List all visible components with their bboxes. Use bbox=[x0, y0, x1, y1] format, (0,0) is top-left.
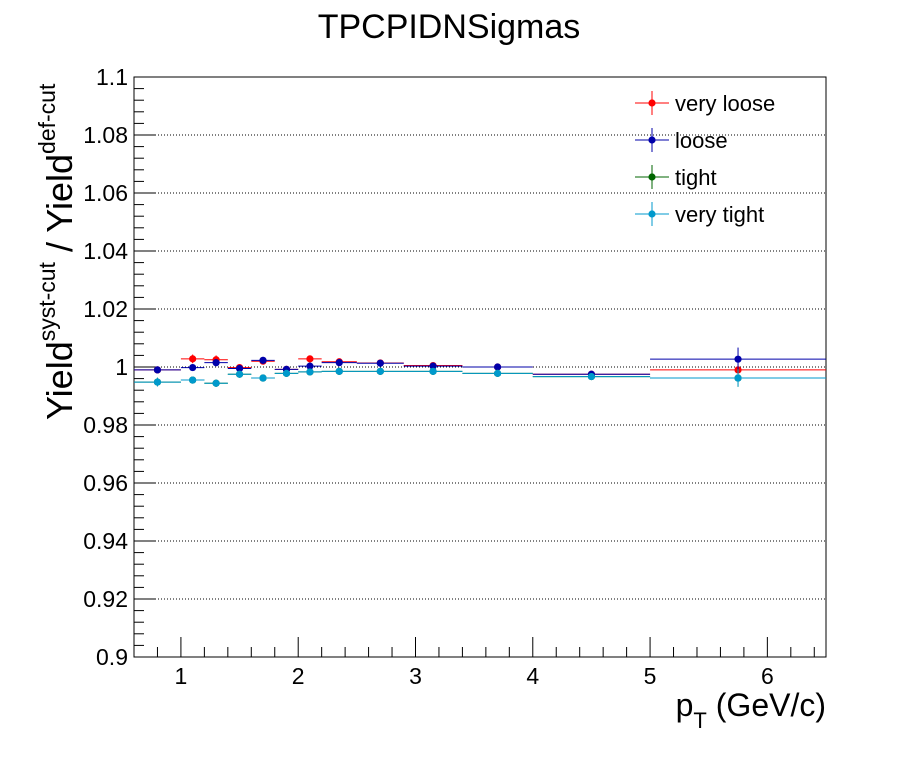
x-tick-label: 1 bbox=[175, 663, 188, 689]
data-point bbox=[259, 356, 267, 364]
legend-marker bbox=[648, 136, 656, 144]
tick-labels: 0.9 0.92 0.94 0.96 0.98 1 1.02 1.04 1.06 1.08 1.1 1… bbox=[83, 64, 774, 689]
data-point bbox=[429, 362, 437, 370]
y-axis-label-sup1: syst-cut bbox=[34, 261, 60, 341]
data-point bbox=[189, 363, 197, 372]
legend-label: very tight bbox=[675, 202, 764, 227]
legend-marker bbox=[648, 210, 656, 218]
x-tick-label: 4 bbox=[526, 663, 539, 689]
data-point bbox=[306, 355, 314, 363]
y-tick-label: 0.92 bbox=[83, 586, 128, 612]
x-tick-label: 5 bbox=[644, 663, 657, 689]
axis-ticks bbox=[133, 76, 815, 658]
data-point bbox=[376, 367, 384, 375]
data-point bbox=[259, 374, 267, 382]
data-point bbox=[153, 366, 162, 374]
y-tick-label: 0.94 bbox=[83, 528, 128, 554]
data-point bbox=[493, 363, 502, 371]
legend-item: very loose bbox=[635, 91, 775, 116]
data-point bbox=[335, 367, 343, 375]
y-tick-label: 1.1 bbox=[96, 64, 128, 90]
x-tick-label: 6 bbox=[761, 663, 774, 689]
data-point bbox=[153, 378, 162, 386]
y-axis-label: Yieldsyst-cut / Yielddef-cut bbox=[34, 83, 80, 420]
data-point bbox=[212, 359, 220, 367]
data-point bbox=[235, 370, 244, 378]
y-tick-label: 0.96 bbox=[83, 470, 128, 496]
data-point bbox=[189, 376, 197, 384]
series-layer bbox=[134, 347, 826, 387]
data-point bbox=[212, 379, 220, 387]
y-tick-label: 0.9 bbox=[96, 644, 128, 670]
y-tick-label: 1.06 bbox=[83, 180, 128, 206]
y-tick-label: 1 bbox=[115, 354, 128, 380]
series-very-tight bbox=[134, 367, 826, 387]
legend-label: loose bbox=[675, 128, 728, 153]
data-point bbox=[306, 368, 314, 376]
chart-title: TPCPIDNSigmas bbox=[318, 8, 581, 46]
data-point bbox=[376, 359, 384, 367]
y-tick-label: 1.04 bbox=[83, 238, 128, 264]
x-tick-label: 3 bbox=[409, 663, 422, 689]
legend-label: very loose bbox=[675, 91, 775, 116]
legend-item: tight bbox=[635, 165, 717, 190]
legend-marker bbox=[648, 173, 656, 181]
data-point bbox=[335, 359, 343, 367]
x-axis-label-sub: T bbox=[693, 708, 706, 733]
legend-marker bbox=[648, 99, 656, 107]
y-tick-label: 1.02 bbox=[83, 296, 128, 322]
x-axis-label: pT (GeV/c) bbox=[676, 687, 826, 733]
y-tick-label: 0.98 bbox=[83, 412, 128, 438]
legend: very loose loose tight very tight bbox=[635, 91, 775, 227]
y-axis-label-sup2: def-cut bbox=[34, 83, 60, 154]
x-axis-label-unit: (GeV/c) bbox=[707, 687, 826, 723]
data-point bbox=[734, 355, 742, 363]
y-axis-label-part1: Yield bbox=[39, 341, 80, 420]
data-point bbox=[734, 374, 742, 382]
data-point bbox=[493, 369, 502, 377]
data-point bbox=[235, 364, 244, 373]
data-point bbox=[306, 362, 314, 370]
legend-item: very tight bbox=[635, 202, 764, 227]
data-point bbox=[429, 367, 437, 375]
x-tick-label: 2 bbox=[292, 663, 305, 689]
data-point bbox=[189, 355, 197, 363]
x-axis-label-main: p bbox=[676, 687, 694, 723]
y-axis-label-part2: / Yield bbox=[39, 154, 80, 262]
data-point bbox=[282, 369, 291, 377]
y-tick-label: 1.08 bbox=[83, 122, 128, 148]
legend-item: loose bbox=[635, 128, 728, 153]
legend-label: tight bbox=[675, 165, 717, 190]
data-point bbox=[587, 372, 596, 381]
